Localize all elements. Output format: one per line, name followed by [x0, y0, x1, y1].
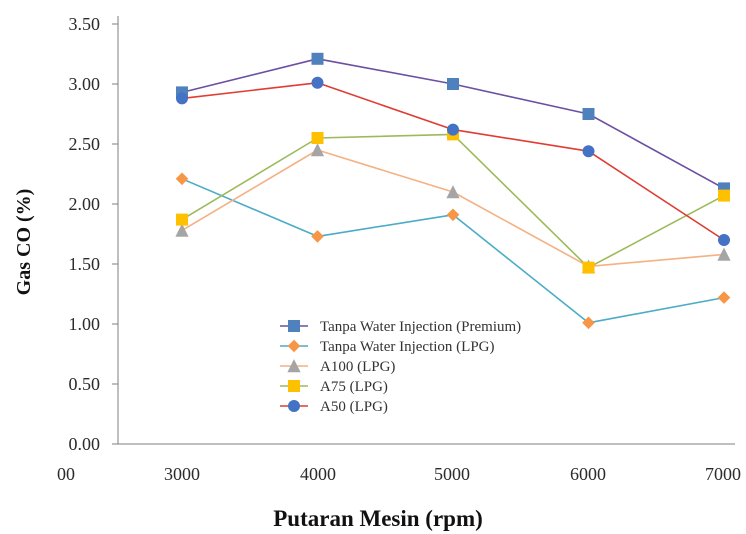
series-4-point: [718, 189, 730, 202]
series-2-point: [582, 316, 595, 330]
series-line-4: [181, 133, 725, 269]
x-tick-label: 6000: [570, 464, 606, 484]
y-tick-label: 3.00: [69, 74, 101, 94]
y-tick-label: 2.50: [69, 134, 101, 154]
x-tick-label: 5000: [434, 464, 470, 484]
legend-label-3: A100 (LPG): [320, 359, 395, 375]
x-tick-label: 3000: [164, 464, 200, 484]
series-5-point: [176, 92, 188, 105]
y-tick-label: 1.50: [69, 254, 101, 274]
legend-label-2: Tanpa Water Injection (LPG): [320, 339, 495, 355]
legend-item-1: Tanpa Water Injection (Premium): [280, 319, 521, 335]
y-tick-label: 0.00: [69, 434, 101, 454]
series-1-point: [447, 78, 459, 90]
series-3: [175, 143, 731, 273]
y-tick-label: 0.50: [69, 374, 101, 394]
series-5-point: [582, 145, 595, 158]
legend-label-1: Tanpa Water Injection (Premium): [320, 319, 521, 335]
legend: Tanpa Water Injection (Premium) Tanpa Wat…: [280, 319, 521, 415]
legend-item-2: Tanpa Water Injection (LPG): [280, 339, 495, 355]
series-3-point: [446, 185, 460, 199]
legend-label-4: A75 (LPG): [320, 379, 388, 395]
legend-label-5: A50 (LPG): [320, 399, 388, 415]
series-3-point: [175, 223, 189, 237]
series-4: [176, 128, 730, 274]
series-layer: [175, 52, 731, 330]
series-5-point: [447, 123, 459, 136]
series-2-point: [717, 291, 731, 304]
series-5: [176, 76, 730, 246]
series-1-point: [311, 52, 324, 65]
series-4-point: [311, 132, 324, 144]
x-axis-title: Putaran Mesin (rpm): [273, 506, 483, 531]
series-4-point: [582, 261, 595, 274]
y-tick-label: 1.00: [69, 314, 101, 334]
series-3-point: [310, 143, 325, 157]
legend-marker-5: [288, 400, 300, 412]
series-2-point: [175, 172, 189, 186]
series-5-point: [311, 76, 324, 89]
legend-marker-4: [288, 380, 300, 392]
series-3-point: [717, 247, 731, 261]
series-line-3: [181, 149, 725, 268]
legend-item-4: A75 (LPG): [280, 379, 388, 395]
axes-layer: 0.00 0.50 1.00 1.50 2.00 2.50 3.00 3.50 00 3000 40…: [57, 14, 741, 484]
legend-marker-3: [287, 359, 301, 373]
legend-marker-1: [288, 320, 300, 332]
labels-layer: Gas CO (%) Putaran Mesin (rpm): [13, 189, 483, 531]
legend-marker-2: [287, 339, 301, 353]
y-tick-label: 2.00: [69, 194, 101, 214]
series-5-point: [718, 234, 730, 246]
y-axis-title: Gas CO (%): [13, 189, 35, 296]
legend-item-3: A100 (LPG): [280, 359, 395, 375]
x-tick-label: 4000: [300, 464, 336, 484]
series-4-point: [176, 213, 188, 226]
series-2-point: [311, 230, 324, 243]
y-tick-label: 3.50: [69, 14, 101, 34]
legend-item-5: A50 (LPG): [280, 399, 388, 415]
x-tick-label: 7000: [705, 464, 741, 484]
series-line-2: [181, 178, 725, 324]
series-2: [175, 172, 731, 330]
x-tick-label: 00: [57, 464, 75, 484]
series-1-point: [582, 108, 595, 120]
series-2-point: [446, 208, 460, 222]
